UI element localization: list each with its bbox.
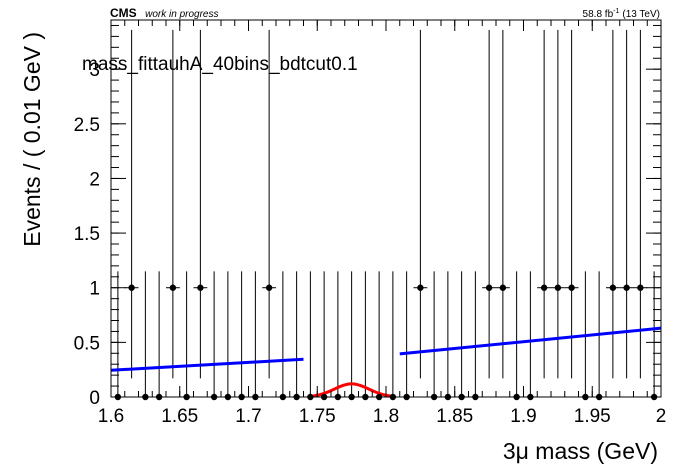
lumi-value: 58.8 fb (583, 9, 614, 20)
y-tick-label: 0 (89, 388, 100, 409)
fit-curves-layer (110, 326, 662, 398)
y-tick-label: 2.5 (74, 115, 100, 136)
background-fit-line (110, 357, 304, 372)
data-point (417, 284, 424, 291)
data-point (540, 284, 548, 291)
data-point (623, 284, 630, 291)
experiment-name: CMS (110, 6, 137, 20)
x-tick-label: 1.85 (436, 406, 473, 427)
data-point (265, 284, 273, 291)
status-label: work in progress (145, 9, 218, 20)
lumi-energy: (13 TeV) (622, 9, 660, 20)
y-axis-label: Events / ( 0.01 GeV ) (19, 32, 45, 247)
x-tick-label: 1.7 (235, 406, 261, 427)
x-axis-label: 3μ mass (GeV) (503, 438, 658, 464)
data-point (554, 284, 562, 291)
data-point (485, 284, 493, 291)
data-point (197, 284, 204, 291)
signal-fit-curve (310, 382, 394, 398)
y-tick-label: 1 (89, 279, 100, 300)
x-tick-label: 1.9 (510, 406, 536, 427)
y-tick-label: 3 (89, 60, 100, 81)
axes-layer: 1.6 1.65 1.7 1.75 1.8 1.85 1.9 1.95 2 0 0.5 1 1.5 2 2.… (74, 20, 667, 427)
chart-title: mass_fittauhA_40bins_bdtcut0.1 (82, 54, 358, 75)
y-tick-label: 0.5 (74, 333, 100, 354)
data-point (128, 284, 135, 291)
data-point (568, 284, 575, 291)
y-tick-label: 1.5 (74, 224, 100, 245)
x-tick-label: 1.75 (299, 406, 336, 427)
x-tick-label: 1.95 (574, 406, 611, 427)
lumi-label: 58.8 fb-1 (13 TeV) (583, 8, 660, 20)
background-fit-line (399, 326, 662, 356)
data-point (169, 284, 177, 291)
lumi-exponent: -1 (613, 8, 619, 15)
x-tick-label: 1.8 (373, 406, 399, 427)
experiment-label: CMS work in progress (110, 4, 218, 21)
data-point (609, 284, 617, 291)
data-points-layer (114, 284, 658, 401)
data-point (499, 284, 507, 291)
data-point (637, 284, 644, 291)
x-tick-label: 1.65 (161, 406, 198, 427)
x-tick-label: 2 (656, 406, 667, 427)
y-tick-label: 2 (89, 169, 100, 190)
error-bars-layer (110, 29, 662, 398)
plot-frame (110, 19, 662, 398)
x-tick-label: 1.6 (98, 406, 124, 427)
